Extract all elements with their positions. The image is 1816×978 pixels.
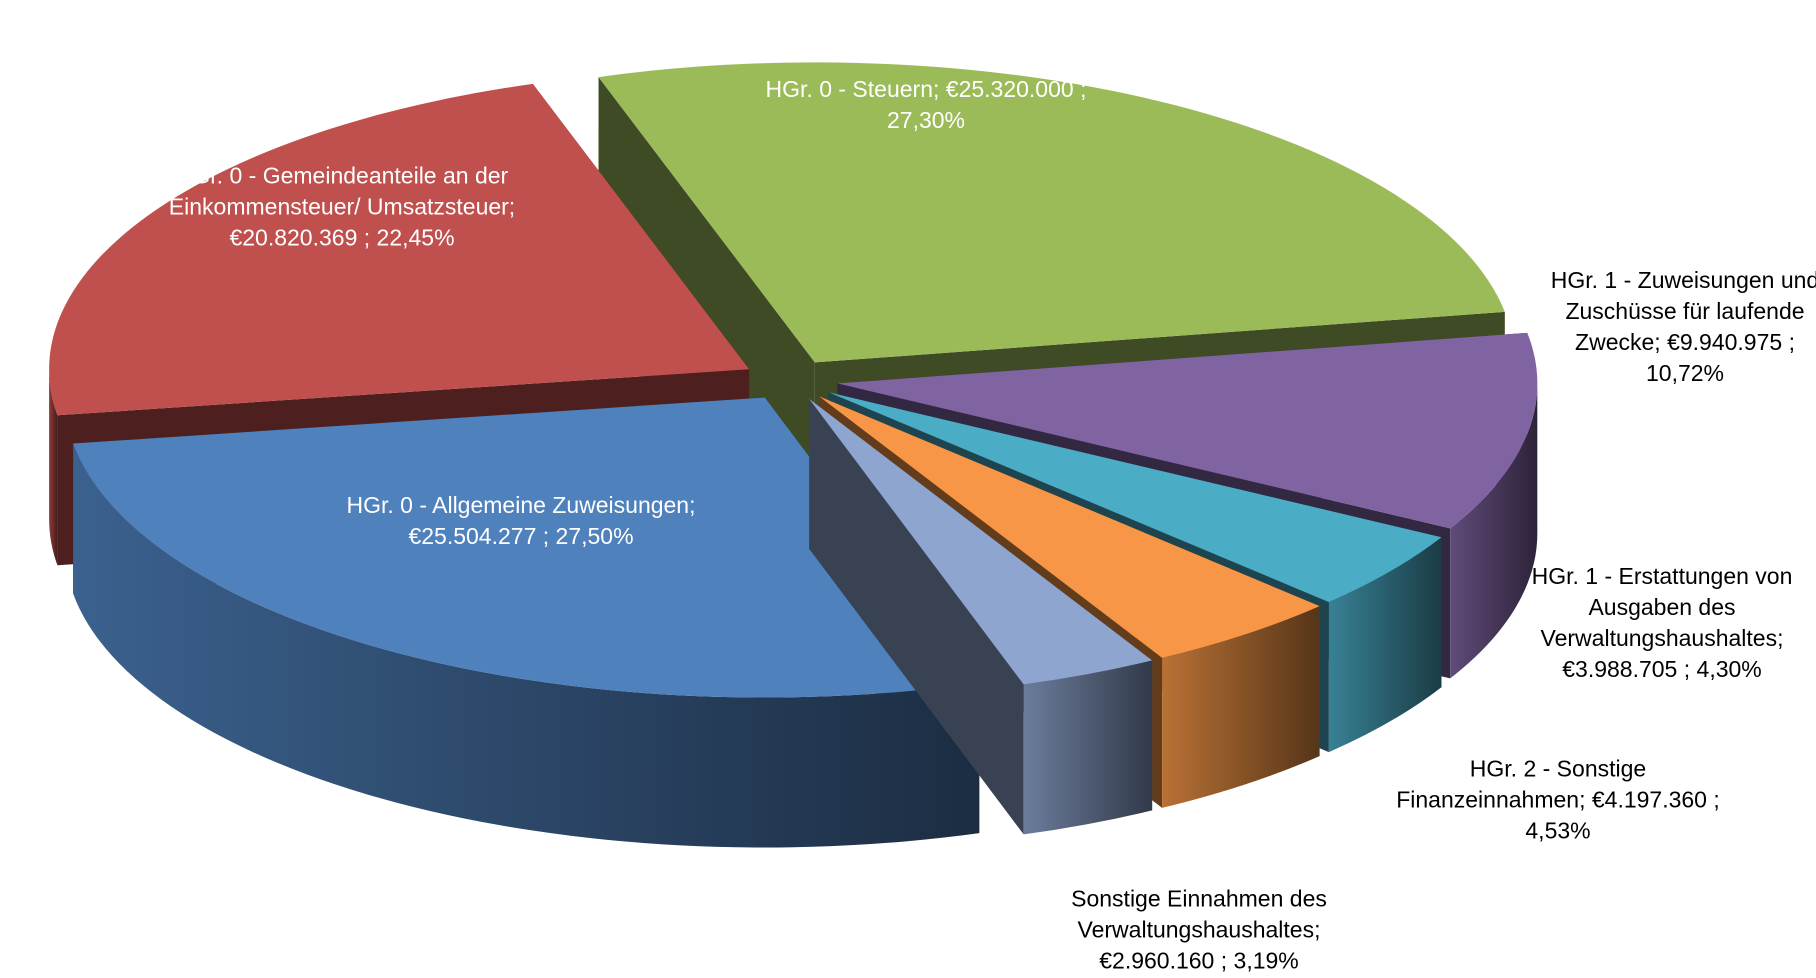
percentage-label: 4,53% (1525, 817, 1591, 844)
slice-top (819, 396, 1320, 658)
value-label: €25.320.000 (945, 76, 1074, 102)
category-label: HGr. 0 - Steuern; (765, 76, 940, 102)
data-label: HGr. 0 - Allgemeine Zuweisungen; €25.504… (291, 490, 751, 552)
slice-side (1328, 537, 1442, 753)
category-label: HGr. 0 - Allgemeine Zuweisungen; (346, 492, 696, 518)
slice-side (1023, 660, 1153, 835)
separator: ; (1080, 76, 1087, 102)
slice-wall (809, 398, 1024, 835)
slice-top (598, 62, 1505, 363)
separator: ; (1683, 656, 1691, 682)
slice-side (49, 369, 58, 566)
value-label: €2.960.160 (1099, 947, 1215, 974)
slice-top (49, 83, 750, 416)
data-label: HGr. 0 - Steuern; €25.320.000 ; 27,30% (726, 74, 1126, 136)
percentage-label: 3,19% (1233, 947, 1299, 974)
separator: ; (1713, 786, 1720, 813)
separator: ; (1788, 329, 1795, 355)
slice-top (73, 397, 980, 698)
value-label: €3.988.705 (1562, 656, 1678, 682)
category-label: HGr. 2 - Sonstige Finanzeinnahmen; (1396, 755, 1647, 813)
separator: ; (1220, 947, 1228, 974)
category-label: Sonstige Einnahmen des Verwaltungshausha… (1071, 885, 1327, 943)
percentage-label: 4,30% (1696, 656, 1762, 682)
slice-top (837, 332, 1538, 529)
category-label: HGr. 0 - Gemeindeanteile an der Einkomme… (168, 162, 516, 220)
percentage-label: 10,72% (1645, 360, 1724, 386)
separator: ; (542, 523, 550, 549)
value-label: €9.940.975 (1667, 329, 1783, 355)
value-label: €4.197.360 (1591, 786, 1707, 813)
slice-side (1450, 383, 1538, 679)
slice-top (809, 398, 1153, 685)
data-label: Sonstige Einnahmen des Verwaltungshausha… (1049, 884, 1349, 977)
value-label: €20.820.369 (229, 224, 358, 251)
percentage-label: 22,45% (376, 224, 455, 251)
slice-top (828, 392, 1442, 603)
value-label: €25.504.277 (408, 523, 537, 549)
data-label: HGr. 2 - Sonstige Finanzeinnahmen; €4.19… (1393, 754, 1723, 847)
category-label: HGr. 1 - Erstattungen von Ausgaben des V… (1531, 563, 1793, 651)
separator: ; (363, 224, 371, 251)
data-label: HGr. 0 - Gemeindeanteile an der Einkomme… (132, 161, 552, 254)
slice-side (1162, 606, 1320, 808)
data-label: HGr. 1 - Erstattungen von Ausgaben des V… (1517, 561, 1807, 685)
percentage-label: 27,50% (555, 523, 634, 549)
slice (809, 398, 1153, 835)
category-label: HGr. 1 - Zuweisungen und Zuschüsse für l… (1550, 267, 1816, 355)
data-label: HGr. 1 - Zuweisungen und Zuschüsse für l… (1550, 265, 1816, 389)
slice-side (73, 443, 980, 848)
percentage-label: 27,30% (886, 107, 965, 133)
